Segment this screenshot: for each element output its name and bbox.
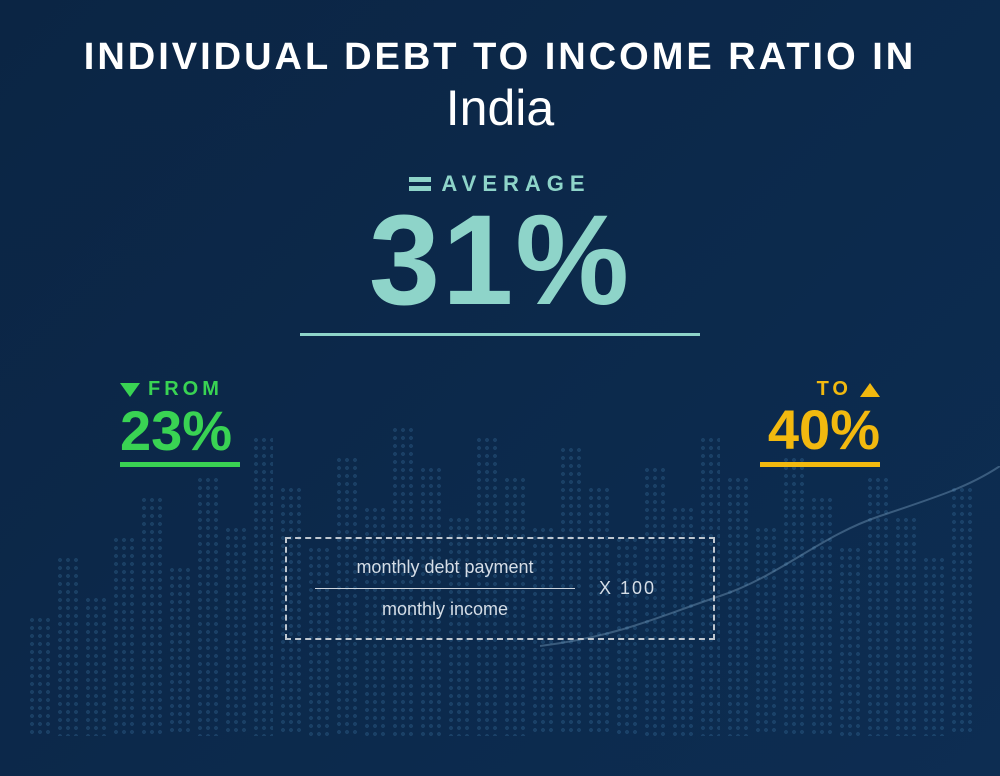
triangle-up-icon bbox=[860, 383, 880, 397]
fraction-line bbox=[315, 588, 575, 589]
average-block: AVERAGE 31% bbox=[300, 169, 700, 336]
range-row: FROM 23% TO 40% bbox=[0, 378, 1000, 467]
triangle-down-icon bbox=[120, 383, 140, 397]
to-block: TO 40% bbox=[760, 378, 880, 467]
to-value: 40% bbox=[760, 401, 880, 460]
formula-numerator: monthly debt payment bbox=[356, 557, 533, 578]
from-value: 23% bbox=[120, 402, 240, 461]
average-underline bbox=[300, 333, 700, 336]
average-value: 31% bbox=[300, 197, 700, 325]
formula-multiplier: X 100 bbox=[599, 578, 656, 599]
from-label-row: FROM bbox=[120, 378, 223, 401]
formula-denominator: monthly income bbox=[382, 599, 508, 620]
formula-box: monthly debt payment monthly income X 10… bbox=[285, 537, 715, 640]
from-block: FROM 23% bbox=[120, 378, 240, 467]
from-label: FROM bbox=[148, 378, 223, 401]
to-underline bbox=[760, 462, 880, 467]
content: INDIVIDUAL DEBT TO INCOME RATIO IN India… bbox=[0, 0, 1000, 776]
formula-fraction: monthly debt payment monthly income bbox=[315, 557, 575, 620]
title-line1: INDIVIDUAL DEBT TO INCOME RATIO IN bbox=[84, 36, 916, 79]
title-line2: India bbox=[446, 79, 554, 137]
from-underline bbox=[120, 462, 240, 467]
